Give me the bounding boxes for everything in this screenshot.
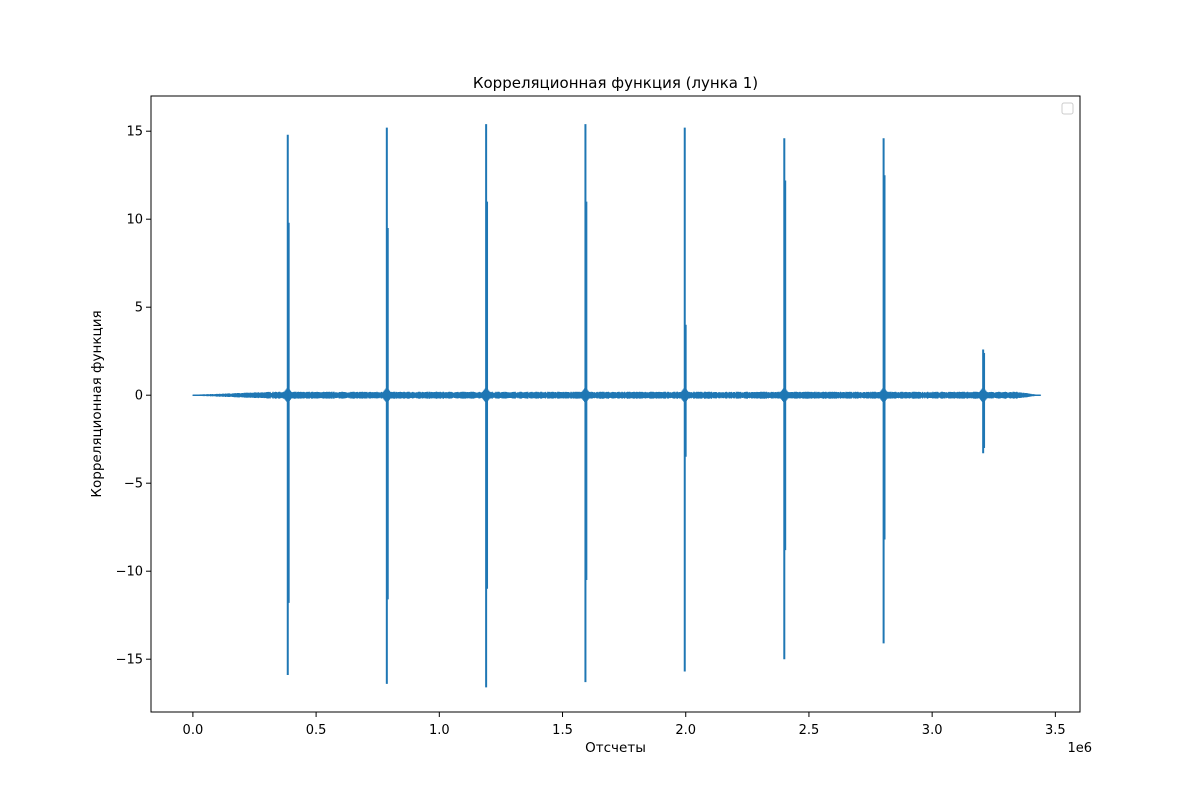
y-tick-label: −5 <box>124 477 143 492</box>
y-axis-title: Корреляционная функция <box>89 310 105 497</box>
x-tick-label: 3.5 <box>1045 723 1066 738</box>
y-tick-label: 10 <box>126 213 143 228</box>
series-peak-ringing <box>480 388 493 402</box>
y-axis-ticks: −15 −10 −5 0 5 10 15 <box>116 125 151 668</box>
chart-title: Корреляционная функция (лунка 1) <box>473 74 758 92</box>
y-tick-label: −10 <box>116 565 143 580</box>
x-tick-label: 0.0 <box>183 723 204 738</box>
x-axis-ticks: 0.0 0.5 1.0 1.5 2.0 2.5 3.0 3.5 <box>183 712 1066 738</box>
series-peak-ringing <box>678 388 691 402</box>
x-tick-label: 2.5 <box>799 723 820 738</box>
plot-frame <box>150 95 1081 713</box>
x-tick-label: 3.0 <box>922 723 943 738</box>
y-tick-label: 15 <box>126 125 143 140</box>
y-tick-label: 5 <box>135 301 143 316</box>
series-peak-ringing <box>977 388 990 402</box>
x-axis-scale-label: 1e6 <box>1067 741 1092 756</box>
series-peak-ringing <box>877 388 890 402</box>
series-peak-ringing <box>281 388 294 402</box>
y-tick-label: 0 <box>135 389 143 404</box>
legend-box <box>1061 102 1074 115</box>
series-peak-ringing <box>579 388 592 402</box>
series-peak-ringing <box>778 388 791 402</box>
x-tick-label: 0.5 <box>306 723 327 738</box>
x-tick-label: 1.0 <box>429 723 450 738</box>
plot-layer <box>192 124 1042 688</box>
x-tick-label: 2.0 <box>675 723 696 738</box>
x-axis-title: Отсчеты <box>585 740 646 756</box>
y-tick-label: −15 <box>116 653 143 668</box>
series-peak-ringing <box>380 388 393 402</box>
x-tick-label: 1.5 <box>552 723 573 738</box>
